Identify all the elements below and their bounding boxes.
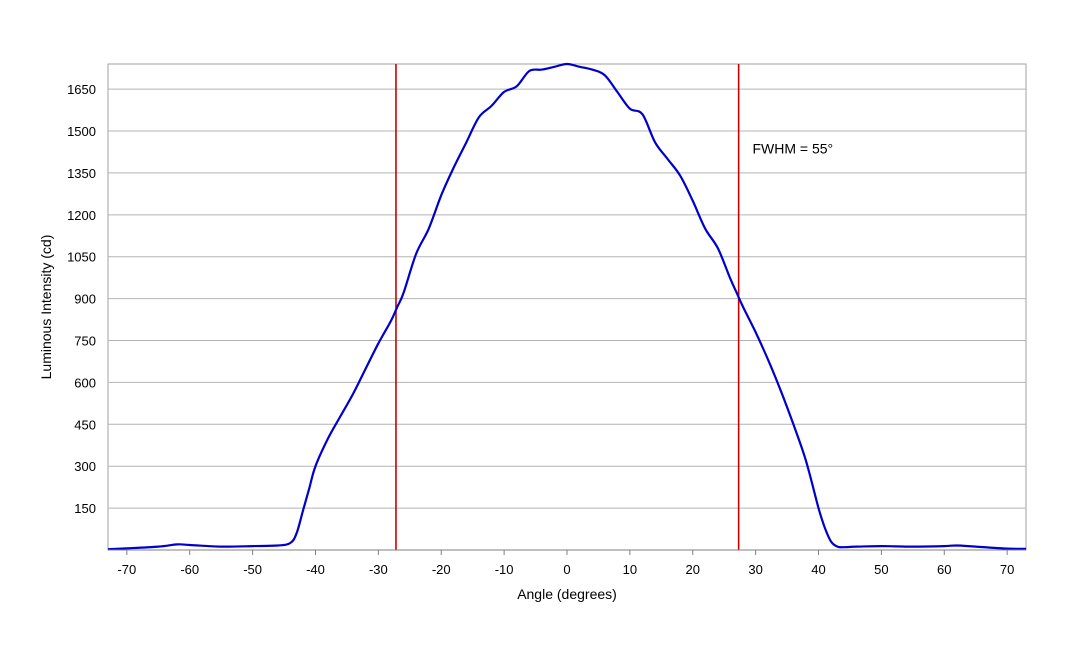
x-tick-label: -50 <box>243 562 262 577</box>
y-tick-label: 450 <box>74 417 96 432</box>
y-axis-title: Luminous Intensity (cd) <box>38 235 54 380</box>
fwhm-annotation: FWHM = 55° <box>752 140 833 156</box>
intensity-series-line <box>107 62 1027 551</box>
y-tick-label: 600 <box>74 375 96 390</box>
x-tick-label: -70 <box>117 562 136 577</box>
fwhm-lines <box>395 64 740 550</box>
y-tick-label: 1050 <box>67 250 96 265</box>
x-tick-label: -30 <box>369 562 388 577</box>
y-tick-label: 1500 <box>67 124 96 139</box>
x-tick-label: 40 <box>811 562 825 577</box>
x-tick-label: 20 <box>686 562 700 577</box>
x-tick-label: 50 <box>874 562 888 577</box>
y-tick-label: 300 <box>74 459 96 474</box>
y-tick-label: 150 <box>74 501 96 516</box>
x-tick-label: 60 <box>937 562 951 577</box>
plot-area <box>107 63 1027 551</box>
x-tick-label: -10 <box>495 562 514 577</box>
y-tick-label: 1650 <box>67 82 96 97</box>
y-tick-label: 1350 <box>67 166 96 181</box>
y-tick-label: 1200 <box>67 208 96 223</box>
x-tick-label: 30 <box>748 562 762 577</box>
y-tick-labels: 150 300 450 600 750 900 1050 1200 1350 1500 1650 <box>67 82 96 516</box>
gridlines <box>108 88 1026 509</box>
x-tick-label: -60 <box>180 562 199 577</box>
x-axis-title: Angle (degrees) <box>517 586 617 602</box>
x-tick-label: -20 <box>432 562 451 577</box>
x-tick-label: 0 <box>563 562 570 577</box>
x-tick-labels: -70 -60 -50 -40 -30 -20 -10 0 10 20 30 40 50 60 70 <box>117 550 1014 577</box>
annotations: FWHM = 55° <box>752 140 833 156</box>
x-tick-label: 10 <box>623 562 637 577</box>
x-tick-label: -40 <box>306 562 325 577</box>
x-tick-label: 70 <box>1000 562 1014 577</box>
y-tick-label: 900 <box>74 292 96 307</box>
y-tick-label: 750 <box>74 334 96 349</box>
series-lines <box>107 62 1027 551</box>
